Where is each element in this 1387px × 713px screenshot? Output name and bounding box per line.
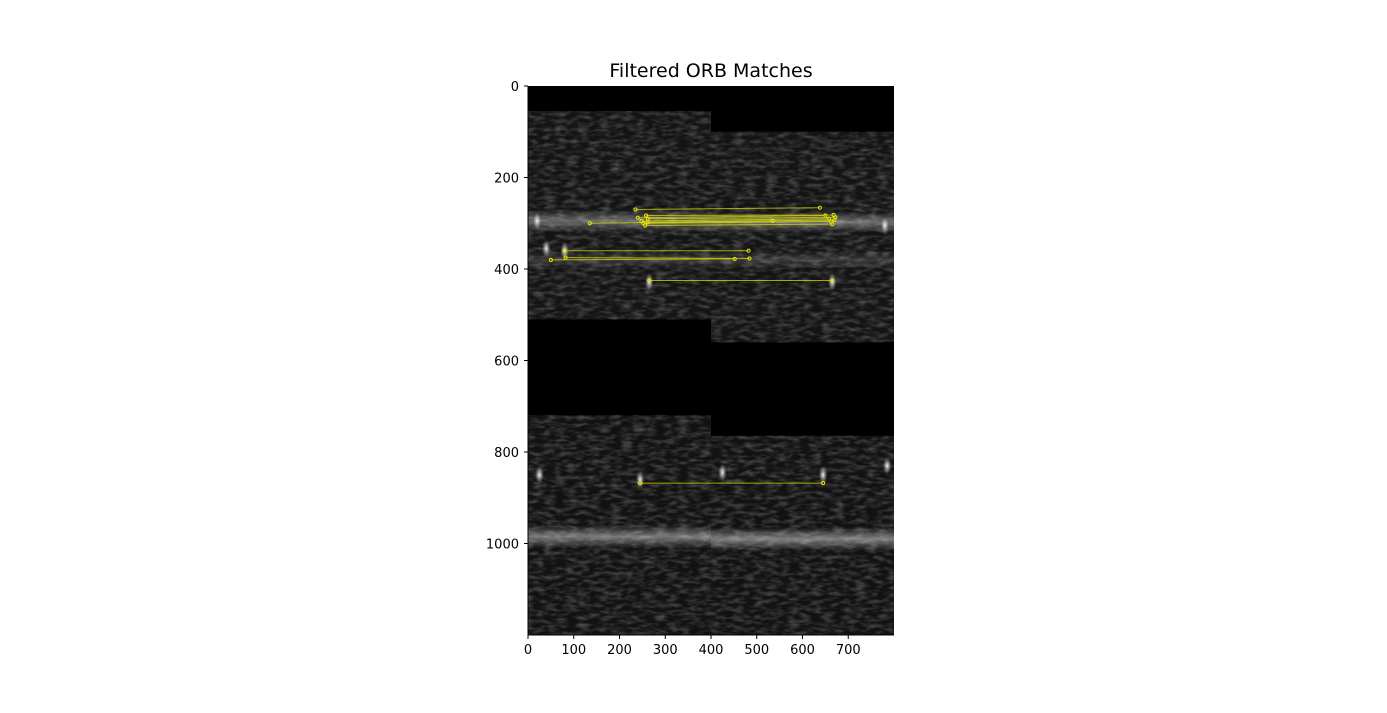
match-10 (548, 256, 737, 262)
match-lines (548, 205, 838, 486)
image-band-0 (528, 209, 711, 233)
bright-spot-9 (532, 210, 543, 231)
keypoint-left-10 (548, 257, 553, 262)
match-0 (633, 205, 822, 212)
x-tick-label: 700 (836, 643, 861, 658)
match-line-8 (647, 219, 835, 223)
match-line-5 (643, 220, 831, 224)
image-plot-area (528, 86, 894, 635)
x-tick-label: 200 (607, 643, 632, 658)
keypoint-left-8 (645, 220, 650, 225)
keypoint-right-12 (830, 278, 835, 283)
y-axis: 0 200 400 600 800 1000 (486, 80, 529, 635)
x-axis: 0 100 200 300 400 500 600 700 (524, 634, 894, 658)
keypoint-right-0 (817, 205, 822, 210)
keypoint-left-12 (647, 278, 652, 283)
bright-spot-8 (882, 455, 893, 476)
bright-spot-7 (818, 464, 829, 485)
keypoint-left-7 (587, 221, 592, 226)
match-line-0 (635, 207, 820, 211)
y-tick-label: 200 (494, 172, 519, 187)
match-13 (637, 481, 826, 486)
x-tick-label: 0 (524, 643, 532, 658)
keypoint-left-1 (635, 215, 640, 220)
image-band-2 (528, 525, 711, 549)
match-12 (647, 278, 835, 283)
image-band-5 (711, 250, 894, 269)
bright-spot-6 (717, 462, 728, 483)
match-11 (563, 255, 752, 261)
keypoint-right-11 (747, 256, 752, 261)
keypoint-right-8 (832, 217, 837, 223)
match-line-6 (645, 223, 833, 227)
y-tick-label: 400 (494, 263, 519, 278)
bright-spot-4 (534, 464, 545, 485)
y-tick-label: 0 (511, 80, 519, 95)
keypoint-left-2 (643, 213, 649, 218)
image-band-3 (711, 527, 894, 551)
match-line-1 (637, 214, 826, 219)
x-tick-label: 500 (744, 643, 769, 658)
keypoint-left-9 (562, 248, 567, 253)
match-6 (643, 222, 835, 228)
match-line-3 (647, 216, 836, 220)
y-tick-label: 800 (494, 446, 519, 461)
keypoint-right-9 (746, 248, 751, 253)
bright-spot-5 (635, 469, 646, 490)
keypoint-left-11 (563, 255, 568, 260)
image-tile-texture-1 (711, 131, 894, 343)
chart-title: Filtered ORB Matches (609, 60, 812, 82)
bright-spot-0 (541, 238, 552, 259)
x-tick-label: 300 (653, 643, 678, 658)
y-tick-label: 600 (494, 355, 519, 370)
match-line-4 (641, 218, 830, 222)
x-tick-label: 600 (790, 643, 815, 658)
keypoint-right-6 (830, 222, 835, 227)
x-tick-label: 400 (699, 643, 724, 658)
keypoint-right-13 (820, 481, 826, 486)
y-tick-label: 1000 (486, 538, 519, 553)
match-9 (562, 248, 751, 253)
match-8 (645, 217, 837, 225)
keypoint-right-10 (732, 256, 737, 262)
match-line-11 (565, 257, 750, 259)
keypoint-left-0 (633, 207, 638, 212)
bright-spot-10 (879, 215, 890, 236)
keypoint-left-6 (643, 223, 648, 228)
x-tick-label: 100 (561, 643, 586, 658)
keypoint-left-13 (637, 481, 643, 486)
match-line-10 (550, 258, 735, 261)
